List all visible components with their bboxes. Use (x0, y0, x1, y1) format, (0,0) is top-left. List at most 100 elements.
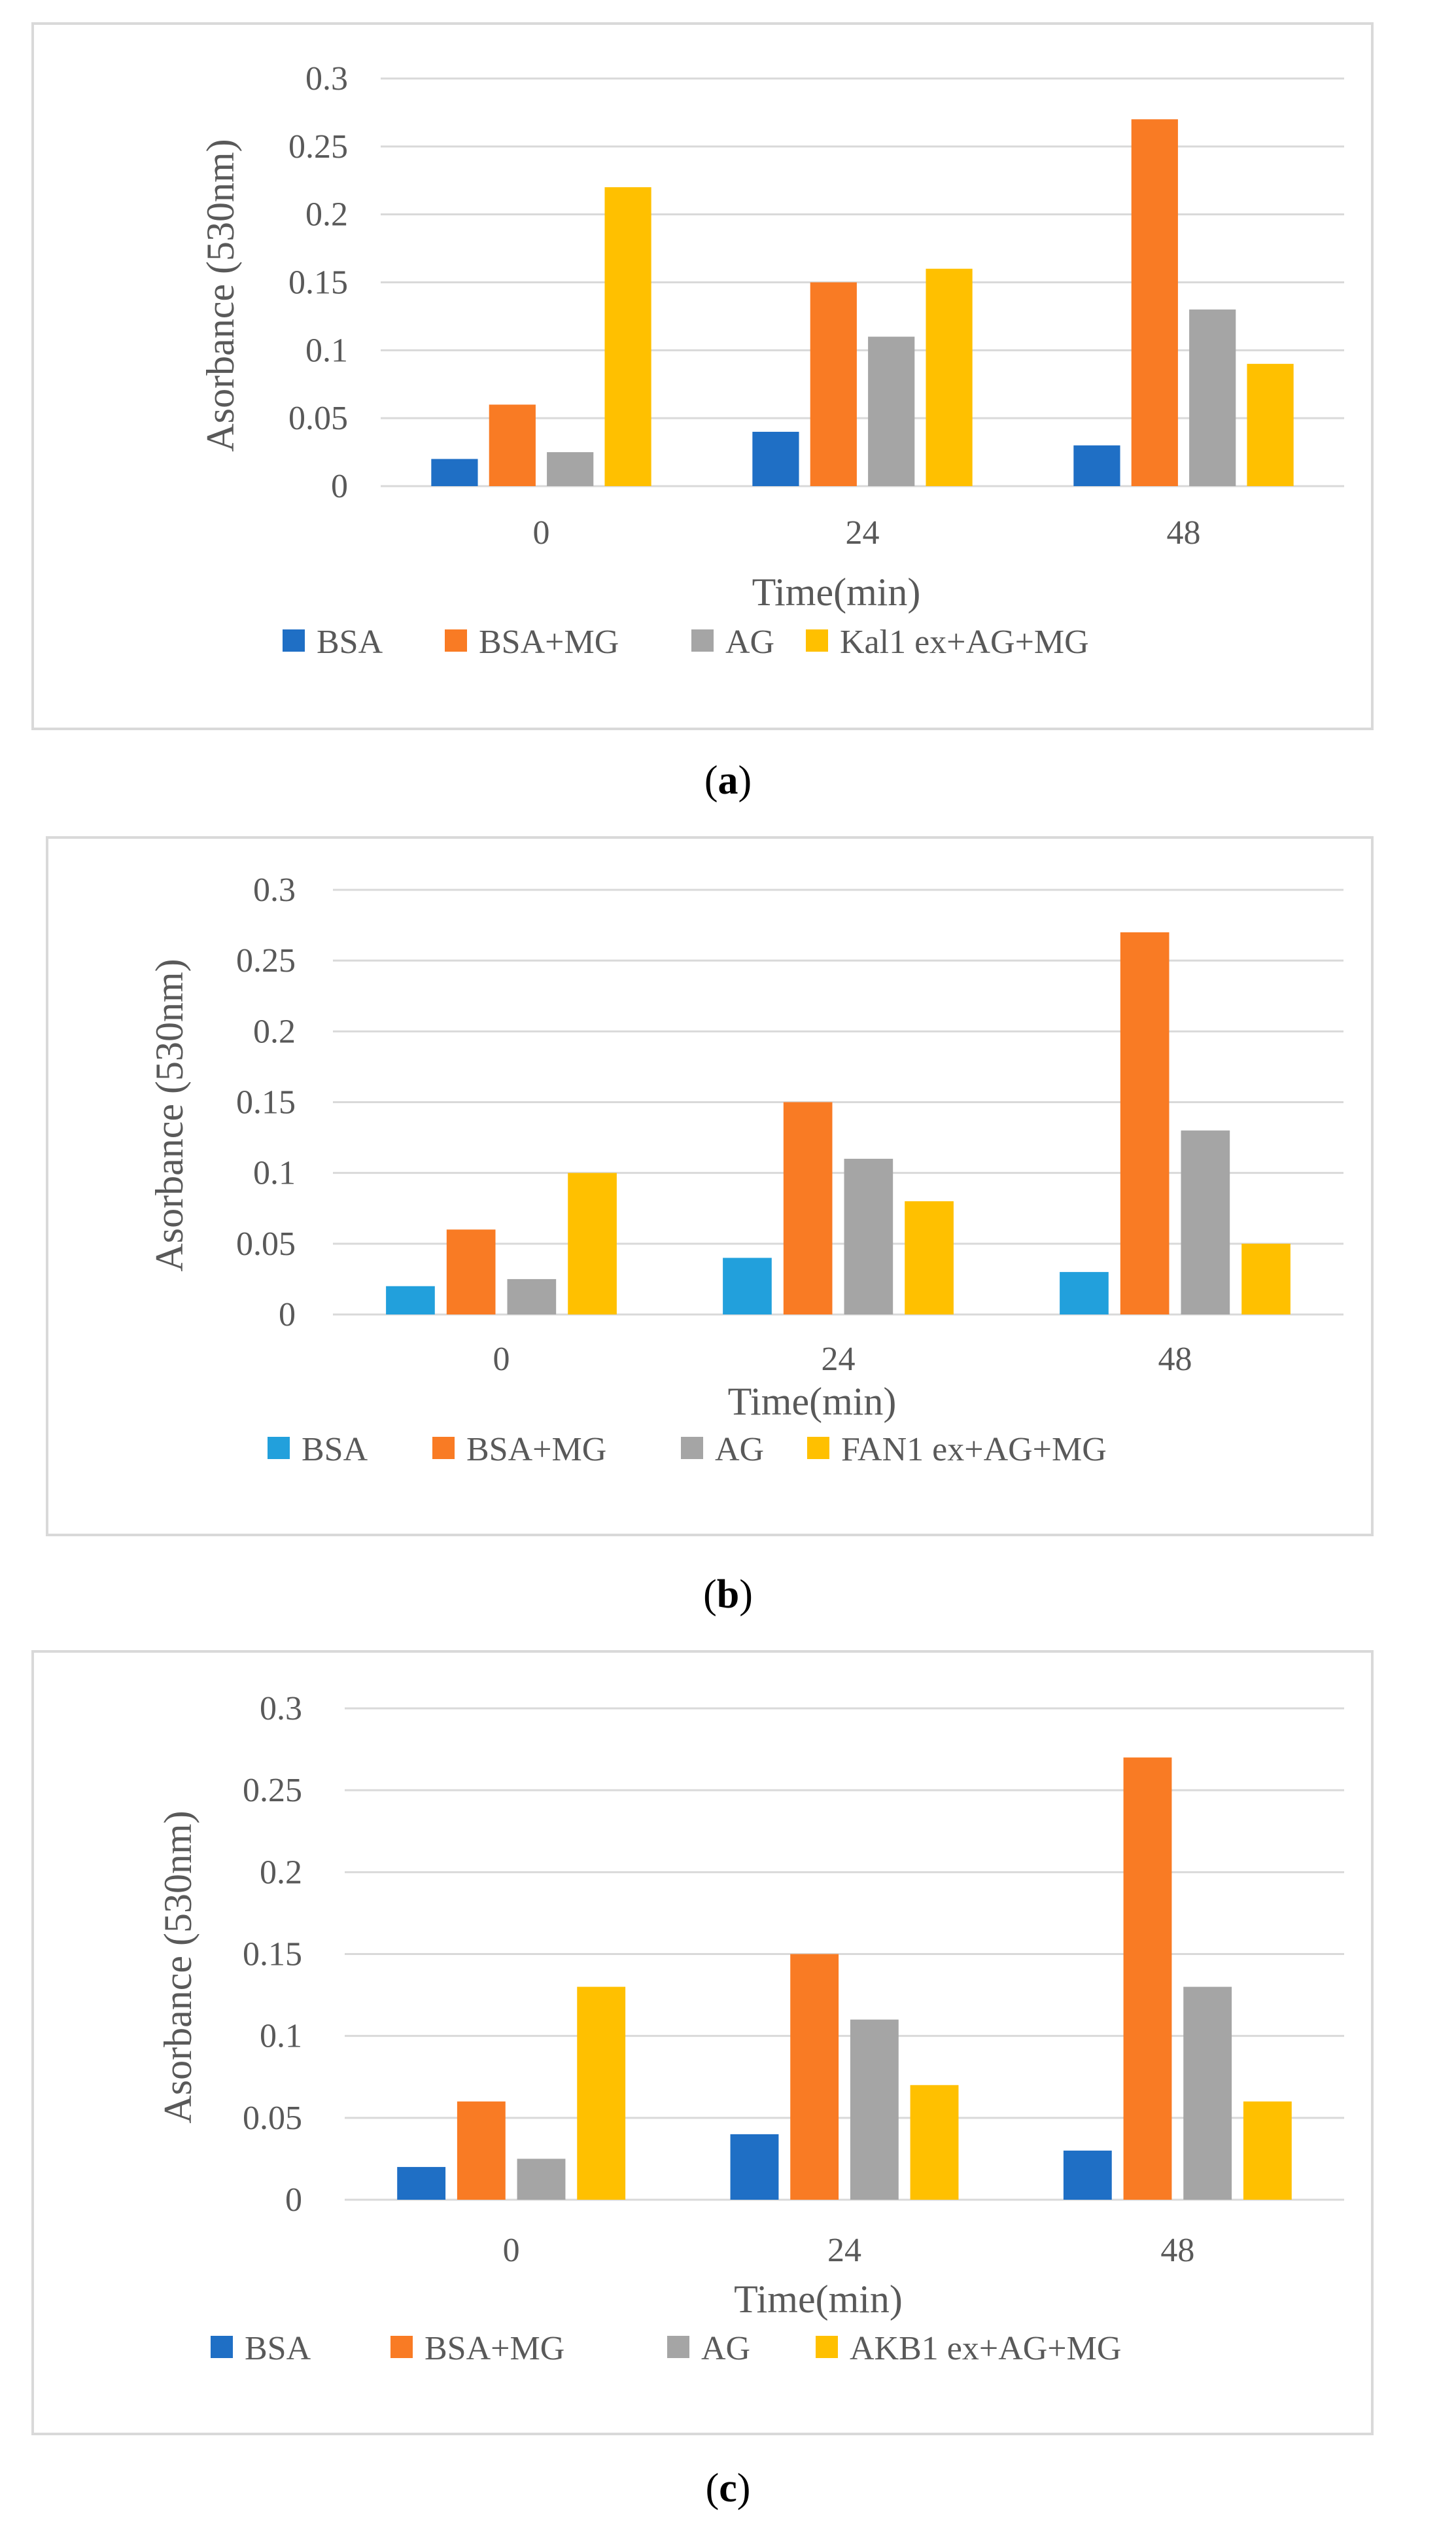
bar-bsa-mg (446, 1229, 496, 1314)
y-tick-label: 0.2 (253, 1013, 296, 1050)
x-tick-label: 24 (827, 2232, 861, 2269)
bar-akb1-ex-ag-mg (577, 1986, 626, 2200)
y-tick-label: 0.15 (288, 264, 348, 302)
bar-ag (1181, 1130, 1230, 1314)
legend-swatch (432, 1437, 455, 1459)
bar-chart-a: 0 0.05 0.1 0.15 0.2 0.25 0.3 0 24 48 Time(min) Asor… (199, 60, 1344, 661)
legend-label: AG (725, 624, 774, 661)
bar-bsa (730, 2134, 779, 2200)
y-tick-label: 0.15 (236, 1084, 296, 1121)
bar-chart-b: 0 0.05 0.1 0.15 0.2 0.25 0.3 0 24 48 Time(min) Asor… (148, 872, 1343, 1468)
legend-label: BSA+MG (425, 2330, 564, 2367)
bar-bsa (1060, 1272, 1109, 1314)
bar-chart-c: 0 0.05 0.1 0.15 0.2 0.25 0.3 0 24 48 Time(min) Asor… (156, 1690, 1344, 2367)
y-tick-label: 0.25 (243, 1772, 302, 1809)
bar-kal1-ex-ag-mg (604, 187, 651, 486)
bar-ag (1183, 1986, 1232, 2200)
legend-label: AG (701, 2330, 750, 2367)
y-tick-label: 0.15 (243, 1936, 302, 1973)
y-tick-label: 0.1 (253, 1155, 296, 1192)
bar-bsa (752, 431, 799, 486)
bar-bsa (1073, 445, 1120, 486)
panel-label-c: (c) (705, 2466, 751, 2511)
x-tick-label: 0 (493, 1341, 510, 1378)
y-tick-label: 0 (331, 468, 348, 505)
bar-bsa-mg (783, 1102, 833, 1314)
bar-bsa-mg (1131, 119, 1178, 487)
x-tick-label: 0 (533, 514, 550, 552)
bar-bsa-mg (1120, 932, 1170, 1314)
bar-bsa-mg (457, 2101, 506, 2200)
y-tick-label: 0.05 (243, 2100, 302, 2137)
bar-fan1-ex-ag-mg (905, 1201, 954, 1314)
legend-swatch (807, 1437, 829, 1459)
legend-label: AG (715, 1431, 764, 1468)
y-tick-label: 0.2 (260, 1854, 302, 1891)
x-tick-label: 24 (846, 514, 880, 552)
bar-bsa (723, 1258, 772, 1314)
y-tick-label: 0.05 (236, 1225, 296, 1263)
panel-label-b: (b) (703, 1572, 753, 1617)
bar-bsa-mg (489, 404, 536, 486)
y-axis-title: Asorbance (530nm) (156, 1810, 199, 2123)
x-tick-label: 48 (1167, 514, 1201, 552)
bar-bsa (386, 1286, 435, 1314)
legend-swatch (681, 1437, 703, 1459)
bar-kal1-ex-ag-mg (1247, 364, 1294, 486)
legend-swatch (806, 629, 828, 652)
legend-swatch (268, 1437, 290, 1459)
y-tick-label: 0.25 (236, 942, 296, 979)
bar-ag (850, 2019, 899, 2200)
legend-swatch (283, 629, 305, 652)
y-axis-title: Asorbance (530nm) (199, 139, 242, 451)
y-tick-label: 0 (279, 1296, 296, 1333)
x-axis-title: Time(min) (728, 1380, 897, 1423)
chart-panel-b: 0 0.05 0.1 0.15 0.2 0.25 0.3 0 24 48 Time(min) Asor… (46, 836, 1374, 1536)
x-tick-label: 48 (1158, 1341, 1192, 1378)
bar-bsa-mg (810, 282, 857, 486)
bar-bsa (1063, 2150, 1112, 2200)
bar-ag (517, 2159, 566, 2200)
y-tick-label: 0.05 (288, 400, 348, 437)
y-tick-label: 0.2 (305, 196, 348, 234)
y-tick-label: 0.3 (260, 1690, 302, 1727)
legend-swatch (691, 629, 714, 652)
legend-label: BSA (302, 1431, 368, 1468)
legend-label: FAN1 ex+AG+MG (841, 1431, 1107, 1468)
y-tick-label: 0.1 (260, 2018, 302, 2055)
y-tick-label: 0 (285, 2181, 302, 2219)
legend-swatch (667, 2336, 689, 2358)
bar-bsa-mg (1123, 1757, 1172, 2200)
legend-label: BSA+MG (466, 1431, 606, 1468)
legend-swatch (211, 2336, 233, 2358)
bar-fan1-ex-ag-mg (568, 1172, 617, 1314)
legend-label: BSA (317, 624, 383, 661)
legend-label: Kal1 ex+AG+MG (840, 624, 1089, 661)
bar-ag (507, 1278, 557, 1314)
bar-ag (844, 1159, 893, 1314)
legend-swatch (445, 629, 467, 652)
legend-label: BSA+MG (479, 624, 619, 661)
x-axis-title: Time(min) (734, 2278, 903, 2321)
bar-bsa (431, 459, 478, 486)
chart-panel-a: 0 0.05 0.1 0.15 0.2 0.25 0.3 0 24 48 Time(min) Asor… (31, 22, 1374, 730)
y-tick-label: 0.25 (288, 128, 348, 166)
y-tick-label: 0.3 (305, 60, 348, 97)
legend-label: BSA (245, 2330, 311, 2367)
bar-akb1-ex-ag-mg (1243, 2101, 1292, 2200)
y-tick-label: 0.1 (305, 332, 348, 369)
x-tick-label: 24 (822, 1341, 856, 1378)
y-axis-title: Asorbance (530nm) (148, 959, 191, 1271)
bar-ag (547, 452, 594, 486)
x-tick-label: 0 (503, 2232, 520, 2269)
y-tick-label: 0.3 (253, 872, 296, 909)
bar-ag (868, 336, 915, 486)
bar-ag (1189, 309, 1236, 486)
chart-panel-c: 0 0.05 0.1 0.15 0.2 0.25 0.3 0 24 48 Time(min) Asor… (31, 1650, 1374, 2435)
legend-swatch (390, 2336, 413, 2358)
bar-bsa-mg (790, 1954, 839, 2200)
x-axis-title: Time(min) (752, 571, 921, 614)
panel-label-a: (a) (704, 758, 752, 803)
legend-swatch (816, 2336, 838, 2358)
bar-akb1-ex-ag-mg (910, 2085, 959, 2200)
